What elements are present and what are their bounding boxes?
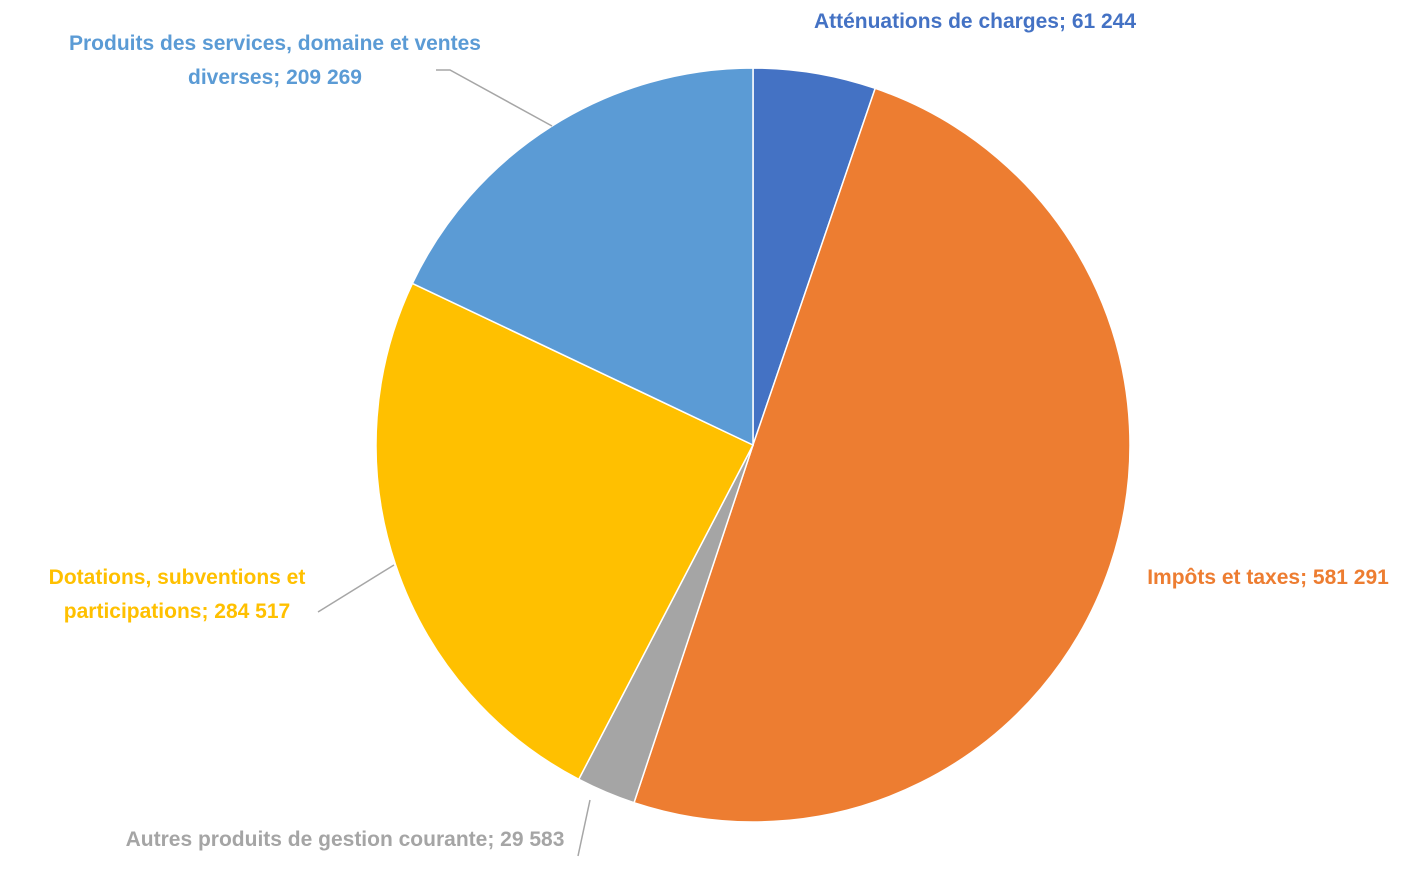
data-label: Atténuations de charges; 61 244 [813, 10, 1137, 33]
slices [375, 67, 1131, 823]
data-label: Autres produits de gestion courante; 29 … [125, 828, 565, 851]
data-label: Impôts et taxes; 581 291 [1147, 566, 1389, 589]
data-label: Dotations, subventions et participations… [48, 566, 306, 623]
slice [633, 87, 1131, 823]
leader-line [317, 564, 395, 613]
data-label: Produits des services, domaine et ventes… [68, 32, 481, 89]
leader-line [577, 799, 591, 857]
slice [375, 282, 755, 781]
leader-line [436, 69, 553, 127]
